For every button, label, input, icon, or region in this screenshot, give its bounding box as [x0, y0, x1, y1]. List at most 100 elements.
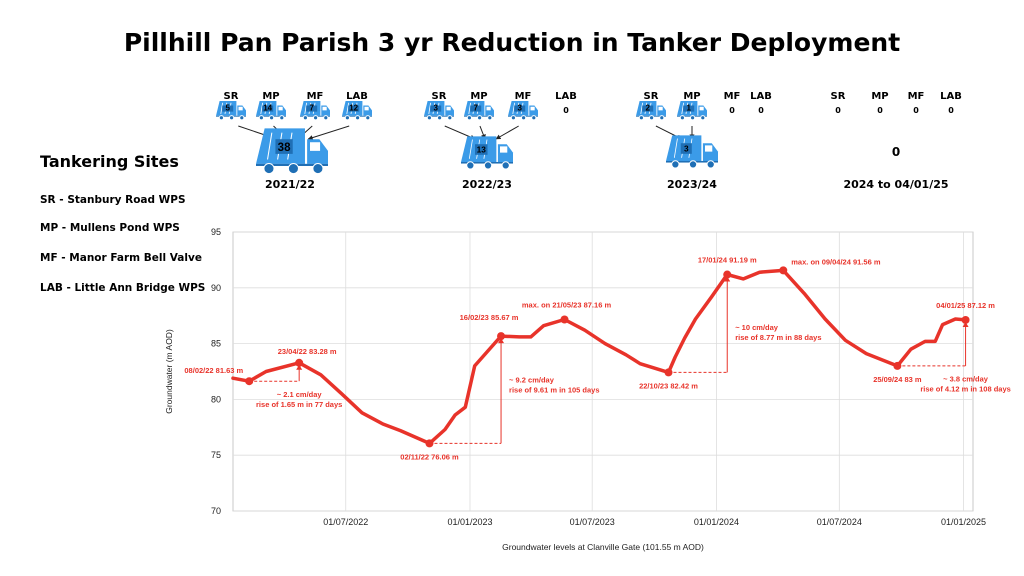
tanker-count-label: 38 [278, 142, 291, 154]
count-box [262, 105, 274, 112]
data-point-marker [560, 315, 569, 324]
wheel [466, 161, 475, 170]
count-box [470, 105, 482, 112]
wheel [487, 115, 493, 121]
tanker-count-label: 5 [225, 103, 230, 112]
wheel [483, 161, 493, 170]
wheel [466, 115, 472, 121]
rate-label: ~ 9.2 cm/day [509, 376, 555, 385]
site-code-lab: LAB [555, 91, 577, 102]
x-tick-label: 01/07/2022 [323, 517, 368, 527]
site-code-mp: MP [683, 91, 700, 102]
data-point-marker [779, 266, 788, 275]
rise-arrowhead [962, 321, 969, 327]
cab-window [486, 106, 491, 111]
site-count-zero: 0 [729, 106, 735, 115]
x-tick-label: 01/01/2023 [447, 517, 492, 527]
wheel [688, 160, 698, 169]
count-box [683, 105, 695, 112]
cab-window [322, 106, 327, 111]
x-tick-label: 01/07/2024 [817, 517, 862, 527]
y-axis-title: Groundwater (m AOD) [164, 329, 174, 414]
x-tick-label: 01/07/2023 [570, 517, 615, 527]
wheel [263, 163, 275, 175]
wheel [344, 115, 350, 121]
wheel [521, 115, 527, 121]
site-code-lab: LAB [940, 91, 962, 102]
tanker-count-label: 7 [309, 103, 314, 112]
site-code-sr: SR [644, 91, 659, 102]
wheel [649, 115, 655, 121]
tank-stripe [673, 138, 678, 158]
data-point-label: max. on 21/05/23 87.16 m [522, 300, 612, 309]
site-code-mf: MF [724, 91, 741, 102]
tank-stripe [220, 102, 223, 115]
wheel [447, 115, 453, 121]
site-code-mp: MP [871, 91, 888, 102]
site-code-sr: SR [831, 91, 846, 102]
tanker-count-label: 12 [349, 103, 358, 112]
rise-arrowhead [724, 276, 731, 282]
small-tanker-icon: 14 [256, 101, 286, 121]
rise-label: rise of 1.65 m in 77 days [256, 400, 342, 409]
wheel [510, 115, 516, 121]
rate-label: ~ 3.8 cm/day [943, 375, 989, 384]
tanker-count-label: 2 [645, 103, 650, 112]
data-point-label: 16/02/23 85.67 m [460, 313, 519, 322]
tanker-count-label: 1 [686, 103, 691, 112]
y-tick-label: 75 [211, 450, 221, 460]
count-box [348, 105, 360, 112]
site-count-zero: 0 [948, 106, 954, 115]
count-box [680, 143, 692, 154]
data-point-label: 02/11/22 76.06 m [400, 452, 459, 461]
small-tanker-icon: 5 [216, 101, 246, 121]
small-tanker-icon: 2 [636, 101, 666, 121]
site-count-zero: 0 [877, 106, 883, 115]
wheel [279, 115, 285, 121]
site-code-sr: SR [432, 91, 447, 102]
tanker-count-label: 13 [477, 145, 487, 155]
tanker-count-label: 3 [684, 144, 689, 154]
tank-stripe [304, 102, 307, 115]
wheel [477, 115, 483, 121]
period-label: 2021/22 [265, 178, 315, 191]
cab-window [238, 106, 243, 111]
large-tanker-icon: 38 [256, 128, 328, 175]
site-count-zero: 0 [563, 106, 569, 115]
cab-window [364, 106, 369, 111]
wheel [690, 115, 696, 121]
wheel [313, 115, 319, 121]
tank-stripe [346, 102, 349, 115]
rise-label: rise of 8.77 m in 88 days [735, 333, 821, 342]
wheel [218, 115, 224, 121]
data-point-marker [961, 315, 970, 324]
legend-heading: Tankering Sites [40, 152, 179, 171]
cab-window [705, 145, 713, 152]
wheel [287, 163, 299, 175]
data-point-marker [723, 270, 732, 279]
flow-arrow [495, 125, 519, 140]
flow-arrow [307, 125, 350, 141]
tank-stripe [260, 102, 263, 115]
wheel [258, 115, 264, 121]
legend-item-mf: MF - Manor Farm Bell Valve [40, 252, 202, 264]
wheel [679, 115, 685, 121]
count-box [222, 105, 234, 112]
data-point-label: 04/01/25 87.12 m [936, 301, 995, 310]
tank-stripe [640, 102, 643, 115]
data-point-marker [245, 377, 254, 386]
wheel [706, 160, 715, 169]
site-count-zero: 0 [835, 106, 841, 115]
legend-item-lab: LAB - Little Ann Bridge WPS [40, 282, 206, 294]
small-tanker-icon: 7 [464, 101, 494, 121]
wheel [700, 115, 706, 121]
small-tanker-icon: 7 [300, 101, 330, 121]
rate-label: ~ 2.1 cm/day [277, 390, 323, 399]
tanker-deployment-panel: SR5MP14MF7LAB12382021/22SR3MP7MF3LAB0132… [216, 91, 962, 191]
small-tanker-icon: 3 [424, 101, 454, 121]
tanker-count-label: 3 [433, 103, 438, 112]
rise-arrowhead [296, 364, 303, 370]
site-code-mf: MF [515, 91, 532, 102]
count-box [430, 105, 442, 112]
data-point-marker [497, 332, 506, 341]
